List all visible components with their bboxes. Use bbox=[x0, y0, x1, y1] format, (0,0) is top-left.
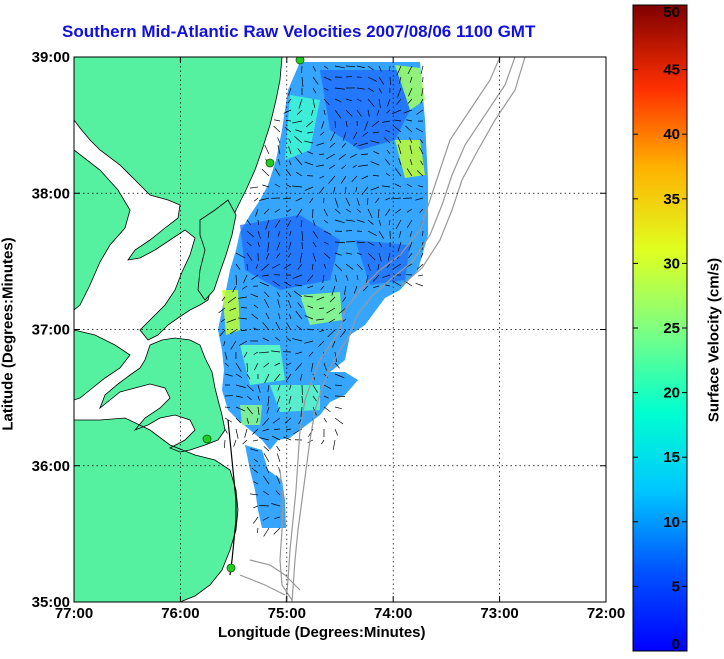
colorbar-tick-label: 10 bbox=[663, 514, 680, 531]
y-tick-label: 35:00 bbox=[32, 594, 70, 611]
x-tick-label: 74:00 bbox=[374, 605, 412, 622]
x-tick-label: 76:00 bbox=[161, 605, 199, 622]
x-tick-label: 72:00 bbox=[587, 605, 625, 622]
hf-radar-stations bbox=[202, 57, 305, 573]
station-marker bbox=[265, 158, 275, 168]
grid bbox=[74, 57, 606, 602]
velocity-field bbox=[218, 62, 428, 528]
x-tick-label: 75:00 bbox=[268, 605, 306, 622]
colorbar-tick-label: 25 bbox=[663, 320, 680, 337]
colorbar-tick-label: 5 bbox=[672, 578, 680, 595]
colorbar-tick-label: 15 bbox=[663, 449, 680, 466]
colorbar-tick-label: 0 bbox=[672, 636, 680, 653]
colorbar-label: Surface Velocity (cm/s) bbox=[705, 257, 723, 423]
y-tick-label: 39:00 bbox=[32, 49, 70, 66]
colorbar-tick-label: 50 bbox=[663, 4, 680, 21]
y-tick-label: 36:00 bbox=[32, 458, 70, 475]
y-tick-label: 37:00 bbox=[32, 322, 70, 339]
peninsula bbox=[197, 199, 237, 301]
colorbar bbox=[632, 4, 688, 652]
land-mass bbox=[74, 57, 283, 602]
colorbar-tick-label: 40 bbox=[663, 126, 680, 143]
station-marker bbox=[295, 57, 305, 65]
x-axis-label: Longitude (Degrees:Minutes) bbox=[218, 624, 426, 641]
y-tick-label: 38:00 bbox=[32, 185, 70, 202]
velocity-arrows bbox=[218, 65, 424, 537]
station-marker bbox=[202, 434, 212, 444]
station-marker bbox=[226, 563, 236, 573]
outer-banks bbox=[227, 419, 237, 576]
y-axis-label: Latitude (Degrees:Minutes) bbox=[0, 237, 17, 431]
colorbar-tick-label: 45 bbox=[663, 62, 680, 79]
colorbar-tick-label: 20 bbox=[663, 385, 680, 402]
bathymetry-contours bbox=[239, 57, 526, 602]
x-tick-label: 73:00 bbox=[480, 605, 518, 622]
colorbar-tick-label: 35 bbox=[663, 191, 680, 208]
colorbar-tick-label: 30 bbox=[663, 255, 680, 272]
map-title: Southern Mid-Atlantic Raw Velocities 200… bbox=[62, 22, 536, 41]
x-tick-label: 77:00 bbox=[55, 605, 93, 622]
